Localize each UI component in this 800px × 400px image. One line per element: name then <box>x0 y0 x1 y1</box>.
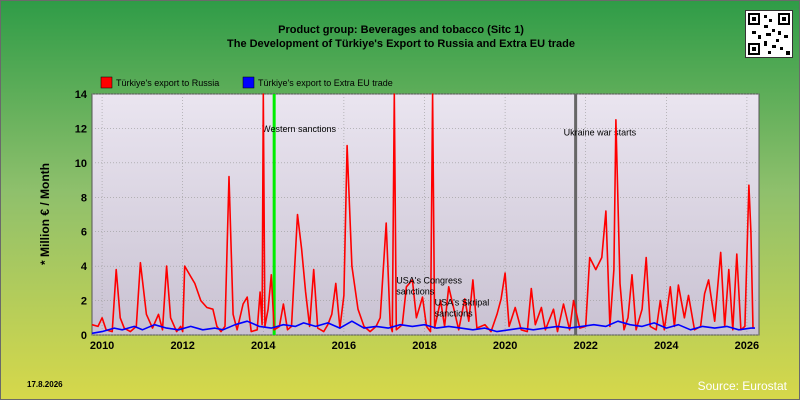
chart-title: Product group: Beverages and tobacco (Si… <box>278 24 524 36</box>
series-line-0 <box>91 93 754 333</box>
qr-code-graphic <box>748 13 790 55</box>
x-tick-label: 2012 <box>170 340 194 352</box>
x-tick-label: 2024 <box>654 340 679 352</box>
series-line-1 <box>91 320 755 335</box>
y-tick-label: 14 <box>75 89 88 101</box>
chart-subtitle: The Development of Türkiye's Export to R… <box>227 38 575 50</box>
data-series <box>91 93 755 335</box>
legend-swatch-russia <box>100 76 113 89</box>
x-tick-labels: 2010 2012 2014 2016 2018 2020 2022 2024 2026 <box>90 340 759 352</box>
y-tick-label: 10 <box>75 158 87 170</box>
x-tick-label: 2016 <box>332 340 356 352</box>
y-tick-label: 12 <box>75 123 87 135</box>
x-tick-label: 2020 <box>493 340 517 352</box>
grid-lines <box>92 93 759 336</box>
x-tick-label: 2022 <box>573 340 597 352</box>
x-tick-label: 2018 <box>412 340 436 352</box>
qr-code-icon <box>745 10 793 58</box>
y-tick-label: 8 <box>81 192 87 204</box>
x-tick-label: 2026 <box>735 340 759 352</box>
legend-label-extra-eu: Türkiye's export to Extra EU trade <box>258 78 393 88</box>
x-tick-label: 2010 <box>90 340 114 352</box>
annotation-label: USA's Congress sanctions <box>396 275 462 296</box>
plot-area <box>91 93 760 336</box>
legend-label-russia: Türkiye's export to Russia <box>116 78 219 88</box>
annotation-label: USA's Skripal sanctions <box>435 298 490 319</box>
event-lines: Western sanctions Ukraine war starts <box>262 94 637 335</box>
event-label: Ukraine war starts <box>564 127 637 137</box>
event-label: Western sanctions <box>262 124 336 134</box>
y-tick-label: 4 <box>81 261 88 273</box>
x-tick-label: 2014 <box>251 340 276 352</box>
source-label: Source: Eurostat <box>697 379 787 393</box>
y-tick-labels: 0 2 4 6 8 10 12 14 <box>75 89 88 342</box>
date-stamp: 17.8.2026 <box>27 380 63 389</box>
y-tick-label: 0 <box>81 330 87 342</box>
legend-swatch-extra-eu <box>242 76 255 89</box>
y-tick-label: 6 <box>81 227 87 239</box>
y-axis-label: * Million € / Month <box>38 163 52 265</box>
y-tick-label: 2 <box>81 296 87 308</box>
